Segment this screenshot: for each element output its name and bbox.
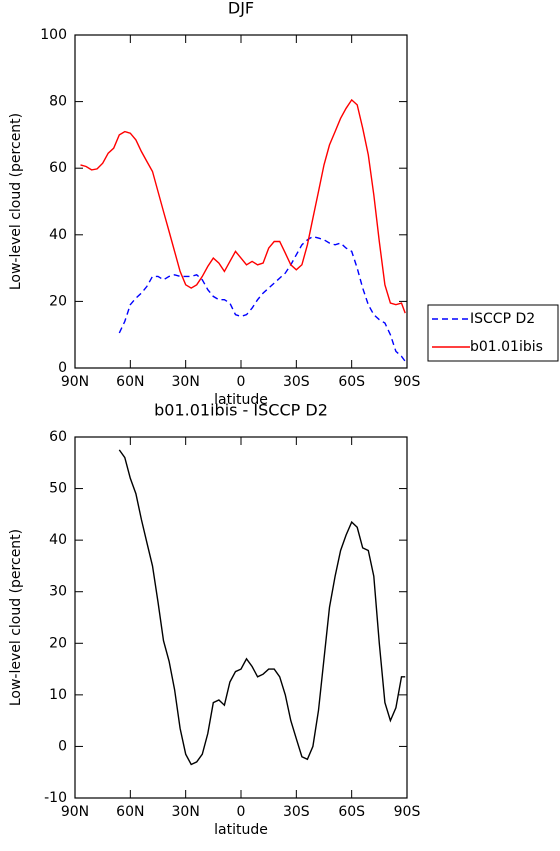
x-tick-label: 30S (283, 804, 310, 820)
data-line (118, 235, 406, 362)
y-tick-label: 40 (49, 532, 67, 548)
y-axis-label: Low-level cloud (percent) (8, 113, 24, 290)
x-axis-label: latitude (214, 392, 268, 408)
y-tick-label: -10 (44, 790, 67, 806)
data-line (118, 449, 406, 766)
x-tick-label: 90N (61, 804, 89, 820)
y-axis-label: Low-level cloud (percent) (8, 529, 24, 706)
legend-label: ISCCP D2 (470, 311, 535, 327)
x-tick-label: 30N (172, 374, 200, 390)
y-tick-label: 10 (49, 687, 67, 703)
legend-label: b01.01ibis (470, 339, 543, 355)
x-tick-label: 90N (61, 374, 89, 390)
y-tick-label: 30 (49, 584, 67, 600)
x-tick-label: 60N (116, 804, 144, 820)
x-axis-label: latitude (214, 822, 268, 838)
x-tick-label: 90S (394, 804, 421, 820)
y-tick-label: 60 (49, 160, 67, 176)
data-line (80, 98, 406, 314)
plot-frame (74, 34, 408, 369)
x-tick-label: 30N (172, 804, 200, 820)
y-tick-label: 40 (49, 227, 67, 243)
chart-title: DJF (228, 0, 254, 18)
y-tick-label: 60 (49, 429, 67, 445)
x-tick-label: 60S (338, 374, 365, 390)
y-tick-label: 20 (49, 293, 67, 309)
x-tick-label: 0 (237, 804, 246, 820)
x-tick-label: 0 (237, 374, 246, 390)
chart-title: b01.01ibis - ISCCP D2 (154, 401, 328, 420)
x-tick-label: 30S (283, 374, 310, 390)
x-tick-label: 60S (338, 804, 365, 820)
y-tick-label: 80 (49, 94, 67, 110)
y-tick-label: 50 (49, 481, 67, 497)
plot-frame (74, 436, 408, 799)
x-tick-label: 60N (116, 374, 144, 390)
y-tick-label: 0 (58, 738, 67, 754)
y-tick-label: 100 (40, 27, 67, 43)
legend-box (427, 304, 559, 362)
y-tick-label: 0 (58, 360, 67, 376)
x-tick-label: 90S (394, 374, 421, 390)
y-tick-label: 20 (49, 635, 67, 651)
